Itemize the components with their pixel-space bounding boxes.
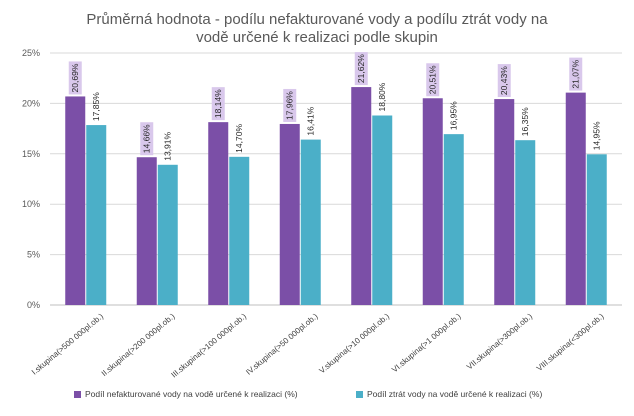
bar: [157, 164, 178, 305]
gridlines: [50, 52, 622, 306]
x-tick-label: VII.skupina(>300pl.ob.): [465, 311, 534, 371]
legend-swatch: [74, 391, 81, 398]
bar: [565, 92, 586, 305]
x-tick-label: V.skupina(>10 000pl.ob.): [318, 311, 392, 375]
bar: [586, 154, 607, 305]
bar: [86, 125, 107, 306]
data-label: 16,95%: [449, 101, 459, 130]
bar: [208, 122, 229, 305]
bar: [443, 134, 464, 305]
chart-title-line-2: vodě určené k realizaci podle skupin: [196, 29, 438, 46]
x-tick-label: II.skupina(>200 000pl.ob.): [100, 311, 177, 378]
x-tick-label: I.skupina(>500 000pl.ob.): [30, 311, 105, 376]
bar: [515, 140, 536, 305]
legend-label: Podíl nefakturované vody na vodě určené …: [85, 389, 298, 399]
data-label: 16,35%: [520, 107, 530, 136]
y-axis: 0% 5% 10% 15% 20% 25%: [22, 48, 40, 310]
y-tick-label: 20%: [22, 98, 40, 108]
y-tick-label: 5%: [27, 250, 40, 260]
y-tick-label: 25%: [22, 48, 40, 58]
data-label: 17,85%: [91, 92, 101, 121]
bar: [65, 96, 86, 306]
x-tick-label: IV.skupina(>50 000pl.ob.): [244, 311, 319, 376]
data-label-background: [569, 57, 583, 91]
data-label: 16,41%: [306, 106, 316, 135]
bar: [494, 99, 515, 305]
data-label: 14,70%: [234, 124, 244, 153]
data-label: 14,95%: [592, 121, 602, 150]
data-label: 21,62%: [356, 54, 366, 83]
bar: [300, 139, 321, 305]
bar: [351, 87, 372, 305]
bars: 20,69% 17,85% 14,66% 13,91% 18,14% 14,70% 17,9…: [65, 52, 607, 306]
data-label: 18,80%: [377, 82, 387, 111]
bar: [372, 115, 393, 305]
data-label-background: [354, 52, 368, 86]
data-label: 21,07%: [571, 59, 581, 88]
bar: [136, 157, 157, 305]
x-tick-label: VIII.skupina(<300pl.ob.): [535, 311, 606, 373]
chart-title-line-1: Průměrná hodnota - podílu nefakturované …: [86, 11, 548, 28]
y-tick-label: 0%: [27, 300, 40, 310]
data-label: 14,66%: [142, 124, 152, 153]
x-tick-label: VI.skupina(>1 000pl.ob.): [390, 311, 463, 374]
bar: [229, 156, 250, 305]
data-label: 20,51%: [428, 65, 438, 94]
data-label: 17,96%: [285, 91, 295, 120]
legend-label: Podíl ztrát vody na vodě určené k realiz…: [367, 389, 542, 399]
data-label-background: [68, 61, 82, 95]
legend: Podíl nefakturované vody na vodě určené …: [74, 389, 542, 399]
data-label-background: [283, 88, 297, 122]
data-label-background: [211, 87, 225, 121]
legend-swatch: [356, 391, 363, 398]
data-label: 18,14%: [213, 89, 223, 118]
x-tick-label: III.skupina(>100 000pl.ob.): [170, 311, 249, 379]
bar: [279, 123, 300, 306]
data-label-background: [426, 63, 440, 97]
y-tick-label: 10%: [22, 199, 40, 209]
bar: [422, 98, 443, 305]
y-tick-label: 15%: [22, 149, 40, 159]
data-label-background: [140, 122, 154, 156]
data-label: 20,43%: [499, 66, 509, 95]
x-axis: I.skupina(>500 000pl.ob.)II.skupina(>200…: [30, 311, 606, 379]
data-label: 13,91%: [163, 132, 173, 161]
data-label-background: [497, 64, 511, 98]
data-label: 20,69%: [70, 63, 80, 92]
